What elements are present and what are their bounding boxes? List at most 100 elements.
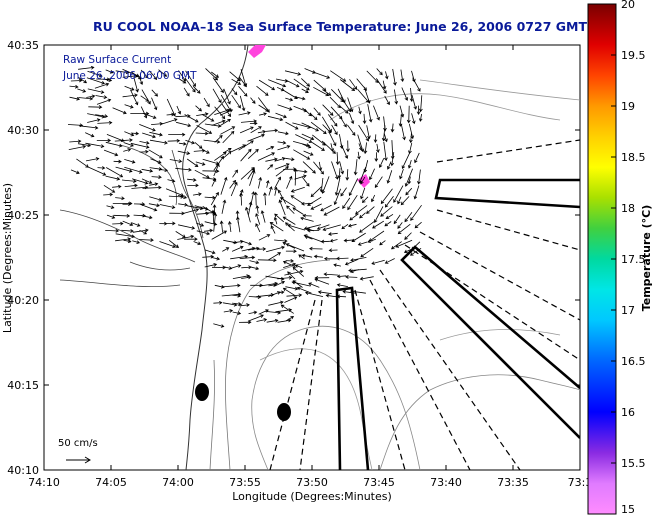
current-vector <box>195 105 202 112</box>
current-vector <box>123 148 132 152</box>
current-vector <box>384 95 390 106</box>
current-vector <box>210 191 219 206</box>
current-vector <box>185 78 196 93</box>
current-vector <box>240 148 252 162</box>
colorbar-label: Temperature (°C) <box>640 205 653 312</box>
current-vector <box>397 196 402 205</box>
current-vector <box>122 93 138 98</box>
current-vector <box>265 128 279 133</box>
current-vector <box>293 168 298 186</box>
current-vector <box>186 158 199 167</box>
current-vector <box>404 168 413 187</box>
current-vector <box>105 141 123 148</box>
current-vector <box>301 122 320 132</box>
current-vector <box>311 142 325 151</box>
current-vector <box>339 115 347 128</box>
current-vector <box>78 77 88 84</box>
current-vector <box>358 124 369 142</box>
x-axis: 74:10 74:05 74:00 73:55 73:50 73:45 73:40 73:35… <box>28 45 592 489</box>
current-vector <box>106 167 124 178</box>
current-vector <box>397 223 411 235</box>
current-vector <box>342 289 357 294</box>
current-vector <box>384 221 392 227</box>
current-vector <box>358 106 362 115</box>
current-vector <box>78 96 94 101</box>
current-vector <box>345 275 358 279</box>
current-vector <box>95 114 109 118</box>
current-vector <box>249 121 258 126</box>
current-vector <box>159 204 176 209</box>
current-vector <box>393 185 404 203</box>
current-vector <box>176 121 192 128</box>
current-vector <box>230 254 249 260</box>
current-vector <box>359 276 374 281</box>
current-vector <box>374 176 383 188</box>
current-vector <box>184 237 198 242</box>
current-vector <box>270 225 276 234</box>
current-vector <box>378 158 385 169</box>
current-vector <box>301 133 315 141</box>
current-vector <box>310 186 322 198</box>
current-vector <box>96 138 112 143</box>
current-vector <box>374 152 379 162</box>
current-vector <box>322 224 341 232</box>
current-vector <box>185 139 195 145</box>
x-tick-label: 73:45 <box>363 476 395 489</box>
current-vector <box>94 82 110 89</box>
current-vector <box>231 88 238 96</box>
current-vector <box>167 179 176 183</box>
current-vector <box>348 178 359 197</box>
current-vector <box>69 139 82 144</box>
x-tick-label: 73:35 <box>497 476 529 489</box>
current-vector <box>193 241 202 246</box>
current-vector <box>69 96 81 101</box>
current-vector <box>283 262 297 268</box>
current-vector <box>220 126 236 135</box>
current-vector <box>295 134 313 143</box>
current-vector <box>97 120 113 125</box>
current-vector <box>196 211 210 216</box>
current-vector <box>285 249 297 254</box>
current-vector <box>386 170 393 184</box>
current-vector <box>298 254 305 260</box>
current-vector <box>278 189 287 204</box>
current-vector <box>211 71 220 78</box>
current-vector <box>337 168 342 179</box>
current-vector <box>268 300 284 306</box>
scale-label: 50 cm/s <box>58 438 98 449</box>
current-vector <box>285 121 299 130</box>
current-vector <box>277 275 293 280</box>
current-vector <box>302 213 312 218</box>
current-vector <box>363 142 368 155</box>
current-vector <box>382 80 387 90</box>
current-vector <box>293 149 311 160</box>
current-vector <box>222 130 235 144</box>
current-vector <box>274 176 281 189</box>
current-vector <box>280 304 294 314</box>
current-vector <box>266 318 279 323</box>
colorbar-tick-label: 15.5 <box>621 457 646 470</box>
current-vector <box>159 168 169 173</box>
current-vector <box>359 212 366 219</box>
current-vector <box>178 202 188 207</box>
current-vector <box>313 161 324 175</box>
current-vector <box>303 224 322 231</box>
current-vector <box>273 216 278 225</box>
marker-west <box>195 383 209 401</box>
current-vector <box>328 132 337 147</box>
current-vector <box>385 213 394 220</box>
current-vector <box>296 286 312 294</box>
current-vector <box>284 70 302 76</box>
marker-east <box>277 403 291 421</box>
current-vector <box>115 166 133 173</box>
current-vector <box>268 186 273 196</box>
current-vector <box>327 114 338 127</box>
current-vector <box>368 168 375 181</box>
current-vector <box>285 243 305 252</box>
current-vector <box>390 152 395 167</box>
y-axis: 40:35 40:30 40:25 40:20 40:15 40:10 <box>7 39 580 477</box>
current-vector <box>395 239 413 248</box>
current-vector <box>268 79 287 88</box>
current-vector <box>149 167 163 171</box>
current-vector <box>112 184 122 189</box>
